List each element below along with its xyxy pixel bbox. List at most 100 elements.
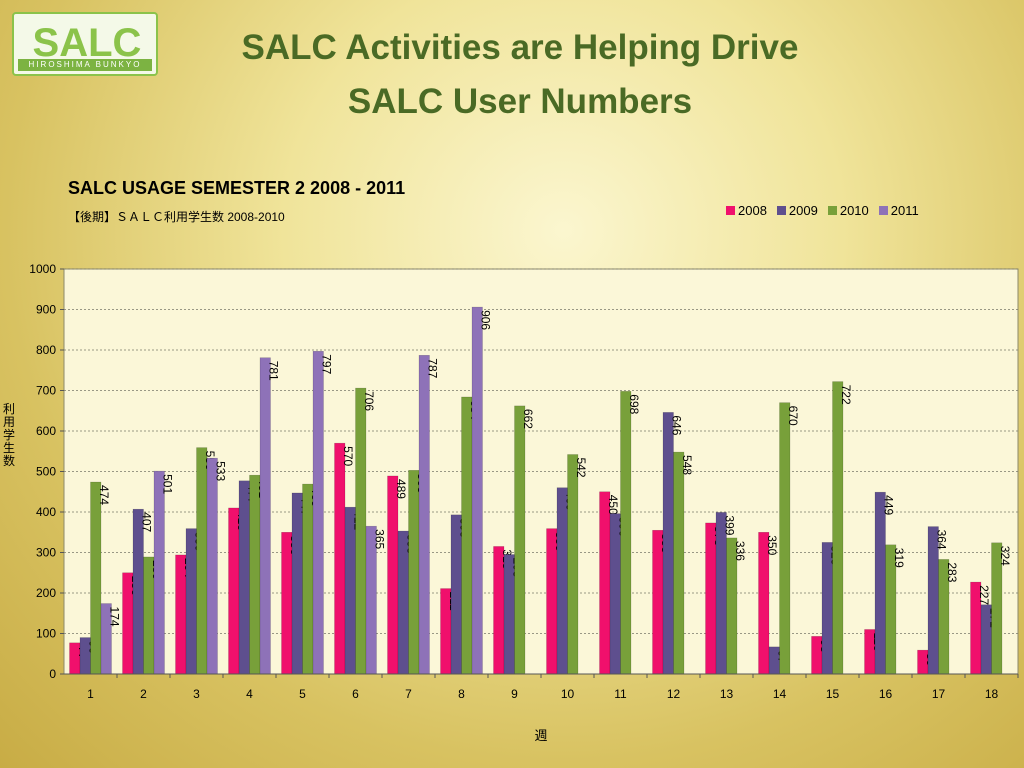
data-label: 283 bbox=[945, 562, 959, 582]
x-tick-label: 15 bbox=[826, 687, 840, 701]
bar-2010 bbox=[408, 470, 420, 675]
x-tick-label: 8 bbox=[458, 687, 465, 701]
y-tick-label: 200 bbox=[36, 586, 56, 600]
legend-swatch bbox=[878, 206, 888, 215]
x-tick-label: 3 bbox=[193, 687, 200, 701]
y-tick-label: 500 bbox=[36, 465, 56, 479]
bar-2010 bbox=[355, 387, 367, 675]
y-axis-label-char: 学 bbox=[3, 427, 15, 442]
legend-item-2008: 2008 bbox=[726, 203, 767, 218]
bar-2010 bbox=[567, 454, 579, 675]
data-label: 399 bbox=[722, 515, 736, 535]
data-label: 570 bbox=[341, 446, 355, 466]
bar-2009 bbox=[715, 512, 727, 675]
data-label: 364 bbox=[934, 530, 948, 550]
y-axis-label-char: 利 bbox=[3, 402, 15, 416]
x-tick-label: 13 bbox=[720, 687, 734, 701]
y-tick-label: 700 bbox=[36, 384, 56, 398]
x-tick-label: 7 bbox=[405, 687, 412, 701]
y-axis-label-char: 生 bbox=[3, 441, 15, 455]
bar-2009 bbox=[450, 514, 462, 675]
y-axis-label-char: 数 bbox=[3, 453, 15, 468]
y-tick-label: 600 bbox=[36, 424, 56, 438]
y-tick-label: 400 bbox=[36, 505, 56, 519]
data-label: 319 bbox=[892, 548, 906, 568]
bar-2010 bbox=[302, 483, 314, 675]
legend-label: 2009 bbox=[788, 203, 818, 218]
chart-title: SALC USAGE SEMESTER 2 2008 - 2011 bbox=[68, 178, 406, 198]
bar-2009 bbox=[609, 513, 621, 675]
bar-2010 bbox=[90, 481, 102, 675]
legend-swatch bbox=[827, 206, 837, 215]
y-tick-label: 0 bbox=[49, 667, 56, 681]
logo-text: SALC bbox=[33, 21, 142, 65]
bar-2010 bbox=[514, 405, 526, 675]
legend-label: 2011 bbox=[890, 203, 919, 218]
data-label: 174 bbox=[107, 607, 121, 627]
data-label: 501 bbox=[160, 474, 174, 494]
data-label: 797 bbox=[319, 354, 333, 374]
y-tick-label: 900 bbox=[36, 303, 56, 317]
data-label: 350 bbox=[765, 535, 779, 555]
bar-2009 bbox=[238, 480, 250, 675]
data-label: 548 bbox=[680, 455, 694, 475]
slide-title-line2: SALC User Numbers bbox=[347, 82, 693, 121]
data-label: 407 bbox=[139, 512, 153, 532]
x-tick-label: 6 bbox=[352, 687, 359, 701]
bar-2010 bbox=[461, 396, 473, 675]
bar-2011 bbox=[153, 470, 165, 675]
x-tick-label: 11 bbox=[614, 687, 627, 701]
salc-logo: SALC HIROSHIMA BUNKYO bbox=[12, 12, 158, 76]
bar-2010 bbox=[832, 381, 844, 675]
chart-subtitle: 【後期】ＳＡＬＣ利用学生数 2008-2010 bbox=[68, 210, 285, 224]
x-tick-label: 9 bbox=[511, 687, 518, 701]
legend-item-2009: 2009 bbox=[776, 203, 818, 218]
bar-2011 bbox=[206, 457, 218, 675]
bar-2011 bbox=[312, 350, 324, 675]
bar-2011 bbox=[418, 355, 430, 675]
chart-legend: 2008 2009 2010 2011 bbox=[726, 203, 919, 218]
y-tick-label: 800 bbox=[36, 343, 56, 357]
data-label: 698 bbox=[627, 394, 641, 414]
legend-label: 2008 bbox=[738, 203, 767, 218]
x-tick-label: 12 bbox=[667, 687, 681, 701]
x-tick-label: 2 bbox=[140, 687, 147, 701]
data-label: 542 bbox=[574, 457, 588, 477]
data-label: 706 bbox=[362, 391, 376, 411]
data-label: 324 bbox=[998, 546, 1012, 566]
x-tick-label: 16 bbox=[879, 687, 893, 701]
data-label: 336 bbox=[733, 541, 747, 561]
data-label: 474 bbox=[97, 485, 111, 505]
x-tick-label: 17 bbox=[932, 687, 946, 701]
data-label: 450 bbox=[606, 495, 620, 515]
data-label: 227 bbox=[977, 585, 991, 605]
bar-2010 bbox=[196, 447, 208, 675]
data-label: 787 bbox=[425, 358, 439, 378]
y-tick-label: 300 bbox=[36, 546, 56, 560]
bar-2010 bbox=[673, 451, 685, 675]
slide-title-line1: SALC Activities are Helping Drive bbox=[241, 28, 799, 67]
x-tick-label: 10 bbox=[561, 687, 575, 701]
legend-swatch bbox=[776, 206, 786, 215]
data-label: 781 bbox=[266, 361, 280, 381]
bar-2009 bbox=[132, 508, 144, 675]
y-tick-label: 100 bbox=[36, 627, 56, 641]
bar-2008 bbox=[228, 507, 240, 675]
data-label: 646 bbox=[669, 415, 683, 435]
bar-2011 bbox=[259, 357, 271, 675]
x-tick-label: 14 bbox=[773, 687, 787, 701]
data-label: 722 bbox=[839, 385, 853, 405]
y-tick-label: 1000 bbox=[29, 262, 56, 276]
bar-2010 bbox=[779, 402, 791, 675]
bar-2008 bbox=[387, 475, 399, 675]
salc-logo-mark: SALC bbox=[33, 21, 142, 65]
x-tick-label: 1 bbox=[87, 687, 94, 701]
x-tick-label: 18 bbox=[985, 687, 999, 701]
bar-2008 bbox=[599, 491, 611, 675]
x-tick-label: 5 bbox=[299, 687, 306, 701]
x-tick-label: 4 bbox=[246, 687, 253, 701]
bar-2009 bbox=[662, 412, 674, 675]
bar-2010 bbox=[620, 391, 632, 675]
bar-2010 bbox=[249, 474, 261, 675]
